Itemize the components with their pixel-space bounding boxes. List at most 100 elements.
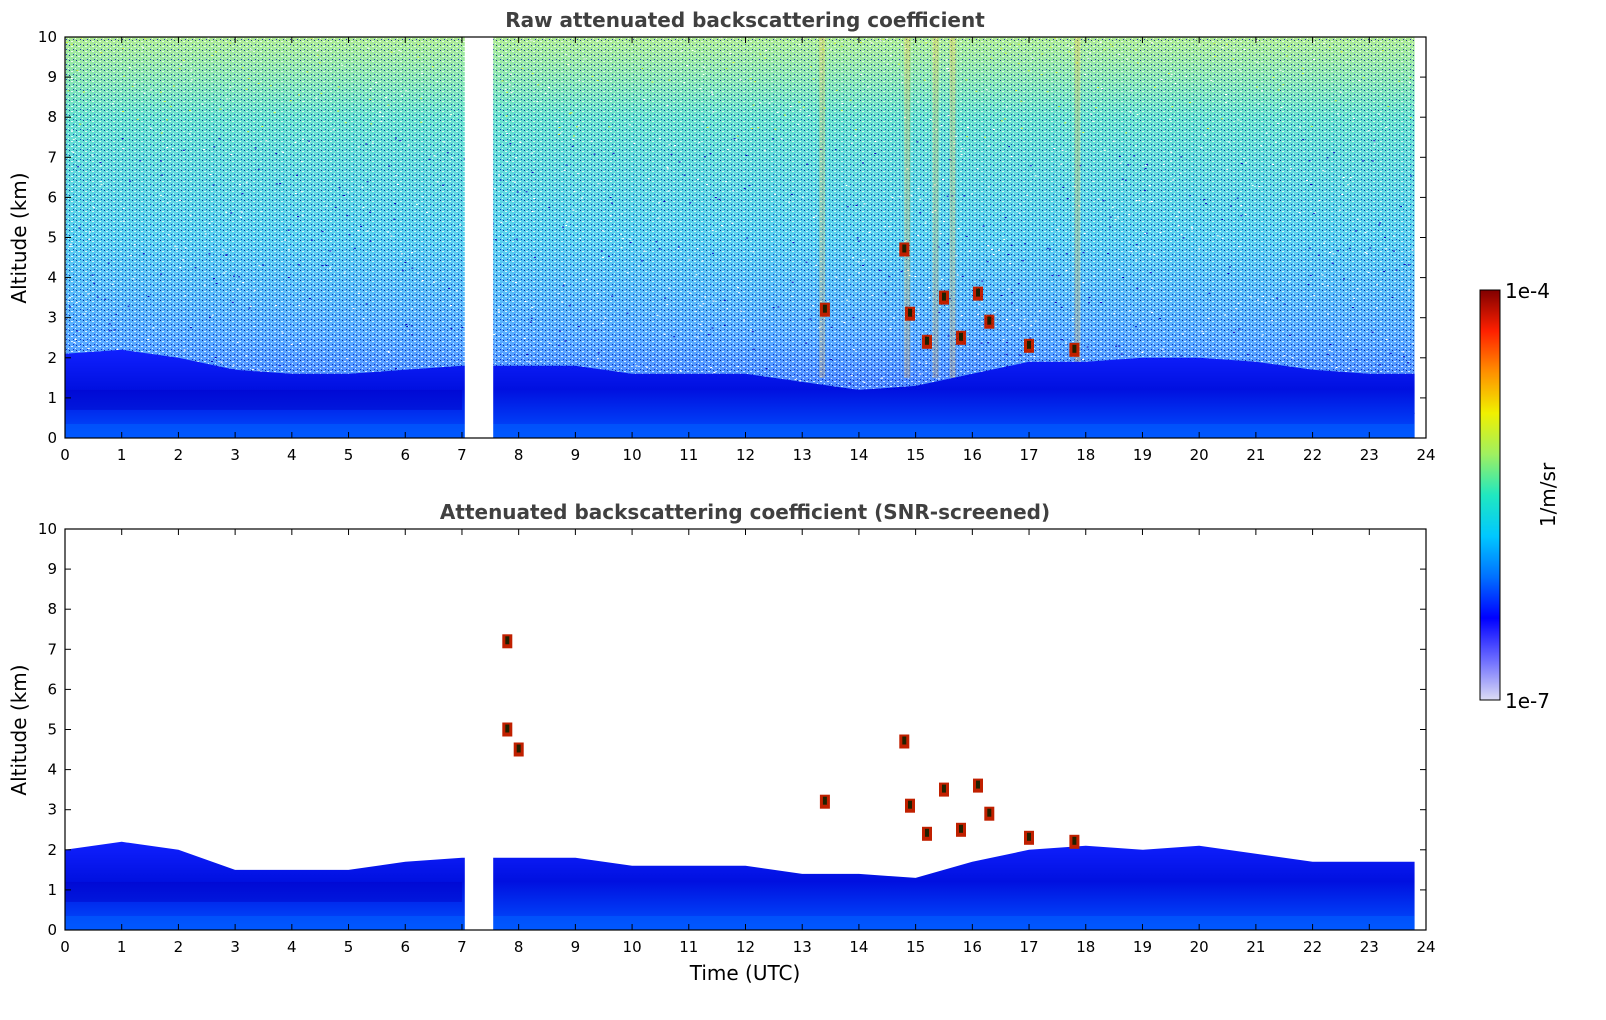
cloud-features <box>502 634 1080 849</box>
y-tick-label: 10 <box>38 520 57 538</box>
x-tick-label: 3 <box>230 446 240 464</box>
x-tick-label: 12 <box>736 938 755 956</box>
data-gap <box>464 37 494 438</box>
x-tick-label: 24 <box>1416 938 1435 956</box>
panel-raw-title: Raw attenuated backscattering coefficien… <box>505 8 985 32</box>
cloud-core <box>976 288 980 297</box>
x-tick-label: 21 <box>1246 938 1265 956</box>
x-tick-label: 19 <box>1133 938 1152 956</box>
x-tick-label: 14 <box>849 446 868 464</box>
x-tick-label: 22 <box>1303 446 1322 464</box>
x-tick-label: 22 <box>1303 938 1322 956</box>
x-tick-label: 15 <box>906 446 925 464</box>
panel-screened-xlabel: Time (UTC) <box>689 961 801 985</box>
y-tick-label: 7 <box>47 148 57 166</box>
cloud-core <box>959 824 963 833</box>
x-tick-label: 11 <box>679 938 698 956</box>
y-tick-label: 9 <box>47 560 57 578</box>
x-tick-label: 15 <box>906 938 925 956</box>
y-tick-label: 5 <box>47 229 57 247</box>
cloud-core <box>976 780 980 789</box>
cloud-core <box>902 244 907 253</box>
cloud-core <box>942 292 946 301</box>
cloud-core <box>942 784 946 793</box>
panel-screened-title: Attenuated backscattering coefficient (S… <box>440 500 1050 524</box>
cloud-core <box>505 636 510 645</box>
colorbar-min-label: 1e-7 <box>1505 689 1550 713</box>
x-tick-label: 19 <box>1133 446 1152 464</box>
streak <box>819 37 826 378</box>
x-tick-label: 11 <box>679 446 698 464</box>
x-tick-label: 14 <box>849 938 868 956</box>
panel-raw: Raw attenuated backscattering coefficien… <box>7 8 1436 464</box>
x-tick-label: 13 <box>793 938 812 956</box>
cloud-core <box>959 332 963 341</box>
x-tick-label: 9 <box>571 446 581 464</box>
x-tick-label: 0 <box>60 938 70 956</box>
colorbar: 1e-4 1e-7 1/m/sr <box>1479 279 1560 713</box>
panel-screened-ticks: 0 1 2 3 4 5 6 7 8 9 10 11 12 13 14 15 16 17 18 19 20 21 22 23 24… <box>38 520 1436 956</box>
cloud-core <box>505 724 510 733</box>
cloud-core <box>1072 836 1077 845</box>
cloud-core <box>908 800 912 809</box>
y-tick-label: 4 <box>47 269 57 287</box>
x-tick-label: 1 <box>117 446 127 464</box>
y-tick-label: 1 <box>47 881 57 899</box>
y-tick-label: 7 <box>47 640 57 658</box>
x-tick-label: 20 <box>1190 446 1209 464</box>
cloud-core <box>1027 340 1031 349</box>
streak <box>949 37 956 378</box>
cloud-core <box>1027 832 1031 841</box>
y-tick-label: 6 <box>47 188 57 206</box>
x-tick-label: 21 <box>1246 446 1265 464</box>
y-tick-label: 10 <box>38 28 57 46</box>
y-tick-label: 8 <box>47 600 57 618</box>
surface-layer <box>65 915 1415 930</box>
y-tick-label: 1 <box>47 389 57 407</box>
x-tick-label: 1 <box>117 938 127 956</box>
x-tick-label: 5 <box>344 446 354 464</box>
cloud-core <box>987 316 992 325</box>
y-tick-label: 0 <box>47 921 57 939</box>
panel-screened-ylabel: Altitude (km) <box>7 664 31 795</box>
data-gap <box>464 529 494 930</box>
x-tick-label: 5 <box>344 938 354 956</box>
y-tick-label: 4 <box>47 761 57 779</box>
x-tick-label: 17 <box>1019 446 1038 464</box>
cloud-core <box>1072 344 1077 353</box>
x-tick-label: 3 <box>230 938 240 956</box>
cloud-core <box>925 828 929 837</box>
x-tick-label: 0 <box>60 446 70 464</box>
x-tick-label: 6 <box>400 938 410 956</box>
x-tick-label: 12 <box>736 446 755 464</box>
x-tick-label: 23 <box>1360 938 1379 956</box>
cloud-features <box>819 242 1080 357</box>
y-tick-label: 3 <box>47 801 57 819</box>
x-tick-label: 16 <box>963 938 982 956</box>
x-tick-label: 23 <box>1360 446 1379 464</box>
colorbar-unit-label: 1/m/sr <box>1536 462 1560 527</box>
surface-layer <box>65 423 1415 438</box>
x-tick-label: 4 <box>287 938 297 956</box>
x-tick-label: 8 <box>514 938 524 956</box>
panel-screened-plot-area <box>65 529 1426 930</box>
residual-layer <box>65 881 462 902</box>
y-tick-label: 3 <box>47 309 57 327</box>
x-tick-label: 7 <box>457 938 467 956</box>
cloud-core <box>822 796 827 805</box>
streak <box>1074 37 1081 378</box>
x-tick-label: 20 <box>1190 938 1209 956</box>
x-tick-label: 10 <box>623 446 642 464</box>
colorbar-bar <box>1479 289 1501 701</box>
cloud-core <box>902 736 907 745</box>
x-tick-label: 16 <box>963 446 982 464</box>
y-tick-label: 2 <box>47 841 57 859</box>
colorbar-max-label: 1e-4 <box>1505 279 1550 303</box>
y-tick-label: 9 <box>47 68 57 86</box>
cloud-core <box>987 808 992 817</box>
residual-layer <box>65 389 462 410</box>
x-tick-label: 24 <box>1416 446 1435 464</box>
x-tick-label: 6 <box>400 446 410 464</box>
panel-raw-plot-area <box>65 37 1426 438</box>
